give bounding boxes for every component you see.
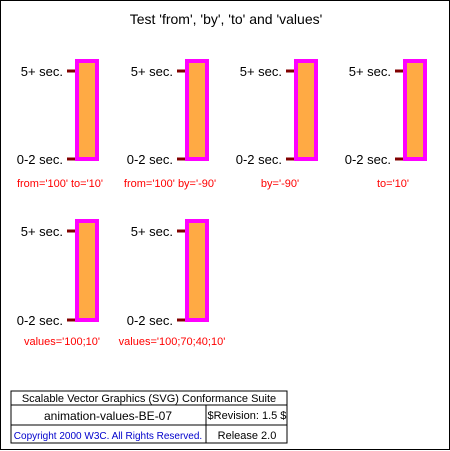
panel-caption: from='100' by='-90' [124,178,216,190]
animated-bar [75,219,99,322]
suite-name: Scalable Vector Graphics (SVG) Conforman… [22,393,276,405]
panel-caption: values='100;10' [24,336,100,348]
copyright-notice: Copyright 2000 W3C. All Rights Reserved. [14,431,202,442]
bottom-label: 0-2 sec. [127,152,173,167]
animated-bar [403,59,427,161]
test-name: animation-values-BE-07 [44,409,172,423]
bottom-label: 0-2 sec. [127,313,173,328]
bottom-label: 0-2 sec. [345,152,391,167]
page-title: Test 'from', 'by', 'to' and 'values' [130,11,323,27]
top-label: 5+ sec. [131,64,173,79]
release-label: Release 2.0 [218,430,277,442]
panel-caption: to='10' [377,178,409,190]
panel-caption: by='-90' [261,178,299,190]
test-panel-4: 5+ sec. 0-2 sec. to='10' [345,59,427,190]
test-panel-6: 5+ sec. 0-2 sec. values='100;70;40;10' [119,219,226,348]
top-label: 5+ sec. [131,224,173,239]
panel-caption: values='100;70;40;10' [119,336,226,348]
test-panel-2: 5+ sec. 0-2 sec. from='100' by='-90' [124,59,216,190]
footer-frame [10,390,288,444]
panel-caption: from='100' to='10' [17,178,103,190]
top-label: 5+ sec. [21,224,63,239]
bottom-label: 0-2 sec. [236,152,282,167]
bottom-label: 0-2 sec. [17,313,63,328]
test-panel-5: 5+ sec. 0-2 sec. values='100;10' [17,219,100,348]
revision-label: $Revision: 1.5 $ [208,410,287,422]
conformance-footer: Scalable Vector Graphics (SVG) Conforman… [10,390,288,444]
animated-bar [185,59,209,161]
animated-bar [75,59,99,161]
animated-bar [185,219,209,322]
test-panel-1: 5+ sec. 0-2 sec. from='100' to='10' [17,59,103,190]
bottom-label: 0-2 sec. [17,152,63,167]
test-panel-3: 5+ sec. 0-2 sec. by='-90' [236,59,318,190]
top-label: 5+ sec. [349,64,391,79]
animated-bar [294,59,318,161]
top-label: 5+ sec. [21,64,63,79]
top-label: 5+ sec. [240,64,282,79]
